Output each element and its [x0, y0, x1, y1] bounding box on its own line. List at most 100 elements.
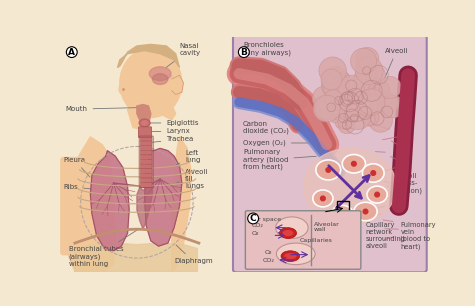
Polygon shape [144, 148, 182, 246]
Circle shape [326, 168, 331, 172]
Circle shape [363, 113, 375, 125]
Circle shape [346, 96, 367, 117]
Circle shape [319, 57, 346, 84]
Circle shape [238, 47, 249, 58]
Polygon shape [75, 243, 197, 271]
Text: Alveoli: Alveoli [384, 47, 408, 79]
Polygon shape [137, 181, 152, 229]
Polygon shape [117, 44, 180, 68]
FancyBboxPatch shape [141, 150, 152, 155]
Circle shape [345, 95, 364, 114]
Text: CO₂: CO₂ [262, 258, 274, 263]
Circle shape [351, 48, 377, 74]
Ellipse shape [120, 48, 182, 118]
FancyBboxPatch shape [141, 159, 152, 164]
FancyBboxPatch shape [141, 174, 152, 178]
Ellipse shape [281, 251, 300, 262]
Circle shape [335, 115, 349, 129]
Text: Epiglottis: Epiglottis [149, 120, 199, 126]
Circle shape [335, 72, 351, 87]
Text: Larynx: Larynx [149, 129, 190, 134]
Text: Carbon
dioxide (CO₂): Carbon dioxide (CO₂) [243, 121, 320, 134]
Ellipse shape [141, 121, 148, 125]
FancyBboxPatch shape [141, 141, 152, 146]
Text: Pulmonary
artery (blood
from heart): Pulmonary artery (blood from heart) [243, 149, 316, 170]
Circle shape [340, 77, 358, 95]
Text: Capillaries: Capillaries [300, 238, 332, 243]
Circle shape [323, 72, 350, 98]
Circle shape [363, 209, 368, 214]
Text: Mouth: Mouth [66, 106, 138, 112]
Circle shape [318, 96, 333, 111]
Circle shape [322, 66, 349, 93]
Ellipse shape [276, 217, 308, 238]
Circle shape [322, 73, 347, 98]
FancyBboxPatch shape [141, 155, 152, 159]
FancyBboxPatch shape [246, 211, 361, 269]
FancyBboxPatch shape [141, 169, 152, 174]
Ellipse shape [316, 160, 341, 180]
Circle shape [365, 86, 381, 102]
Text: C: C [250, 214, 256, 223]
Polygon shape [128, 102, 151, 129]
Circle shape [369, 109, 392, 132]
Polygon shape [172, 75, 183, 95]
Text: Alveoli
fill
lungs: Alveoli fill lungs [177, 169, 209, 189]
Text: Left
lung: Left lung [177, 150, 200, 165]
Circle shape [321, 196, 325, 201]
Circle shape [329, 110, 343, 123]
Circle shape [365, 67, 378, 80]
Circle shape [379, 93, 392, 106]
Circle shape [375, 192, 380, 197]
Text: Ribs: Ribs [63, 184, 92, 190]
Text: Pleura: Pleura [63, 157, 90, 177]
FancyBboxPatch shape [233, 35, 427, 272]
Circle shape [366, 79, 389, 102]
Circle shape [375, 83, 389, 97]
Ellipse shape [166, 75, 172, 79]
Ellipse shape [149, 67, 171, 80]
Circle shape [315, 97, 339, 120]
Text: Oxygen (O₂): Oxygen (O₂) [243, 140, 320, 146]
Circle shape [313, 86, 337, 111]
Polygon shape [137, 104, 151, 128]
Circle shape [379, 93, 399, 113]
Text: Bronchial tubes
(airways)
within lung: Bronchial tubes (airways) within lung [69, 229, 138, 267]
Circle shape [359, 94, 381, 116]
Ellipse shape [276, 243, 315, 265]
Ellipse shape [367, 186, 387, 203]
Ellipse shape [139, 119, 150, 127]
Circle shape [371, 171, 376, 175]
FancyBboxPatch shape [138, 127, 152, 138]
Polygon shape [172, 137, 191, 271]
Text: Air space: Air space [252, 217, 281, 222]
Circle shape [348, 96, 363, 110]
FancyBboxPatch shape [141, 178, 152, 183]
Polygon shape [160, 104, 176, 120]
Ellipse shape [354, 202, 377, 221]
Text: Bronchioles
(tiny airways): Bronchioles (tiny airways) [243, 42, 291, 74]
Circle shape [354, 76, 370, 92]
Circle shape [379, 76, 401, 99]
Polygon shape [90, 151, 129, 251]
FancyBboxPatch shape [141, 136, 152, 141]
Text: Pulmonary
vein
(blood to
heart): Pulmonary vein (blood to heart) [400, 222, 436, 249]
Ellipse shape [362, 164, 384, 182]
Circle shape [352, 78, 371, 97]
Circle shape [356, 47, 379, 70]
Circle shape [331, 102, 352, 122]
Text: Alveolar
wall: Alveolar wall [314, 222, 339, 232]
Circle shape [357, 95, 378, 116]
Text: Trachea: Trachea [149, 136, 194, 143]
FancyBboxPatch shape [60, 157, 80, 256]
Polygon shape [66, 137, 115, 271]
Ellipse shape [313, 190, 333, 207]
Ellipse shape [283, 230, 294, 236]
Ellipse shape [279, 228, 296, 238]
Ellipse shape [342, 155, 365, 173]
Circle shape [382, 95, 404, 118]
Circle shape [338, 75, 364, 102]
Circle shape [333, 106, 346, 118]
Ellipse shape [304, 148, 397, 226]
Circle shape [331, 81, 358, 107]
